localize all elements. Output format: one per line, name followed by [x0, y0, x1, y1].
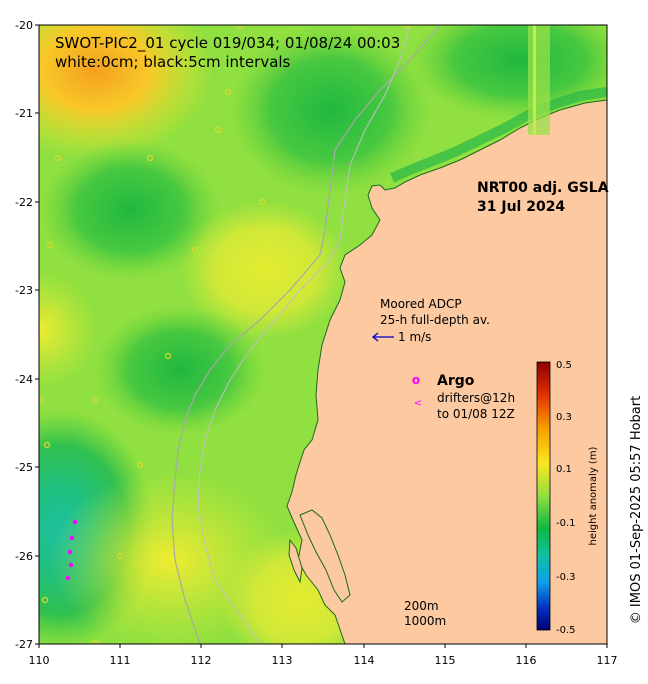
- low-anomaly-patch: [40, 140, 220, 280]
- drifter-legend-line2: to 01/08 12Z: [437, 407, 515, 421]
- credit-text: © IMOS 01-Sep-2025 05:57 Hobart: [629, 396, 644, 624]
- plot-frame: [38, 24, 608, 645]
- land-mass: [286, 99, 607, 644]
- colorbar-ramp: [536, 361, 551, 631]
- colorbar-tick: -0.3: [556, 572, 576, 583]
- colorbar-tick: -0.1: [556, 518, 576, 529]
- lat-tick-label: -22: [15, 196, 33, 209]
- shelf-band: [389, 87, 607, 183]
- drifter-track: [65, 519, 78, 581]
- lon-tick-label: 113: [272, 654, 293, 667]
- low-anomaly-patch: [410, 25, 607, 120]
- station-markers: [39, 25, 412, 644]
- adcp-legend-title: Moored ADCP: [380, 297, 462, 311]
- lon-tick-label: 116: [516, 654, 537, 667]
- contour-1000m: [171, 25, 441, 644]
- colorbar: 0.5 0.3 0.1 -0.1 -0.3 -0.5 height anomal…: [536, 360, 599, 636]
- lat-tick-label: -25: [15, 461, 33, 474]
- argo-label: Argo: [437, 373, 475, 389]
- lat-tick-label: -20: [15, 19, 33, 32]
- peninsula: [299, 509, 351, 603]
- adcp-scale-label: 1 m/s: [398, 330, 431, 344]
- product-date: 31 Jul 2024: [477, 199, 565, 215]
- lat-tick-label: -23: [15, 284, 33, 297]
- colorbar-tick: 0.3: [556, 412, 572, 423]
- high-anomaly-patch: [180, 200, 350, 340]
- map-subtitle: white:0cm; black:5cm intervals: [55, 53, 291, 71]
- lon-tick-label: 115: [435, 654, 456, 667]
- island: [288, 538, 303, 584]
- adcp-legend-subtitle: 25-h full-depth av.: [380, 313, 490, 327]
- lon-tick-label: 111: [110, 654, 131, 667]
- adcp-arrow: [371, 332, 394, 342]
- lat-tick-label: -24: [15, 373, 33, 386]
- drifter-legend-line1: drifters@12h: [437, 391, 515, 405]
- contour-200m: [197, 25, 411, 644]
- map-title: SWOT-PIC2_01 cycle 019/034; 01/08/24 00:…: [55, 34, 400, 53]
- lon-tick-label: 112: [191, 654, 212, 667]
- lat-axis: -20 -21 -22 -23 -24 -25 -26 -27: [15, 19, 39, 651]
- drifter-symbol: <: [414, 398, 422, 409]
- argo-symbol: o: [412, 373, 420, 387]
- low-anomaly-patch: [230, 25, 430, 195]
- contour-1000m-label: 1000m: [404, 614, 446, 628]
- lon-axis: 110 111 112 113 114 115 116 117: [29, 644, 618, 667]
- colorbar-tick: 0.1: [556, 464, 572, 475]
- map-plot-area: [39, 25, 607, 644]
- swot-swath: [528, 25, 550, 135]
- lon-tick-label: 114: [354, 654, 375, 667]
- lon-tick-label: 110: [29, 654, 50, 667]
- high-anomaly-patch: [39, 270, 100, 390]
- colorbar-tick: 0.5: [556, 360, 572, 371]
- lat-tick-label: -21: [15, 107, 33, 120]
- swot-swath-edge: [533, 25, 536, 135]
- colorbar-tick: -0.5: [556, 625, 576, 636]
- lat-tick-label: -26: [15, 550, 33, 563]
- product-label: NRT00 adj. GSLA: [477, 180, 609, 196]
- contour-200m-label: 200m: [404, 599, 439, 613]
- lat-tick-label: -27: [15, 638, 33, 651]
- colorbar-label: height anomaly (m): [588, 446, 599, 545]
- high-anomaly-patch: [39, 25, 215, 160]
- lon-tick-label: 117: [597, 654, 618, 667]
- low-anomaly-patch: [95, 305, 265, 435]
